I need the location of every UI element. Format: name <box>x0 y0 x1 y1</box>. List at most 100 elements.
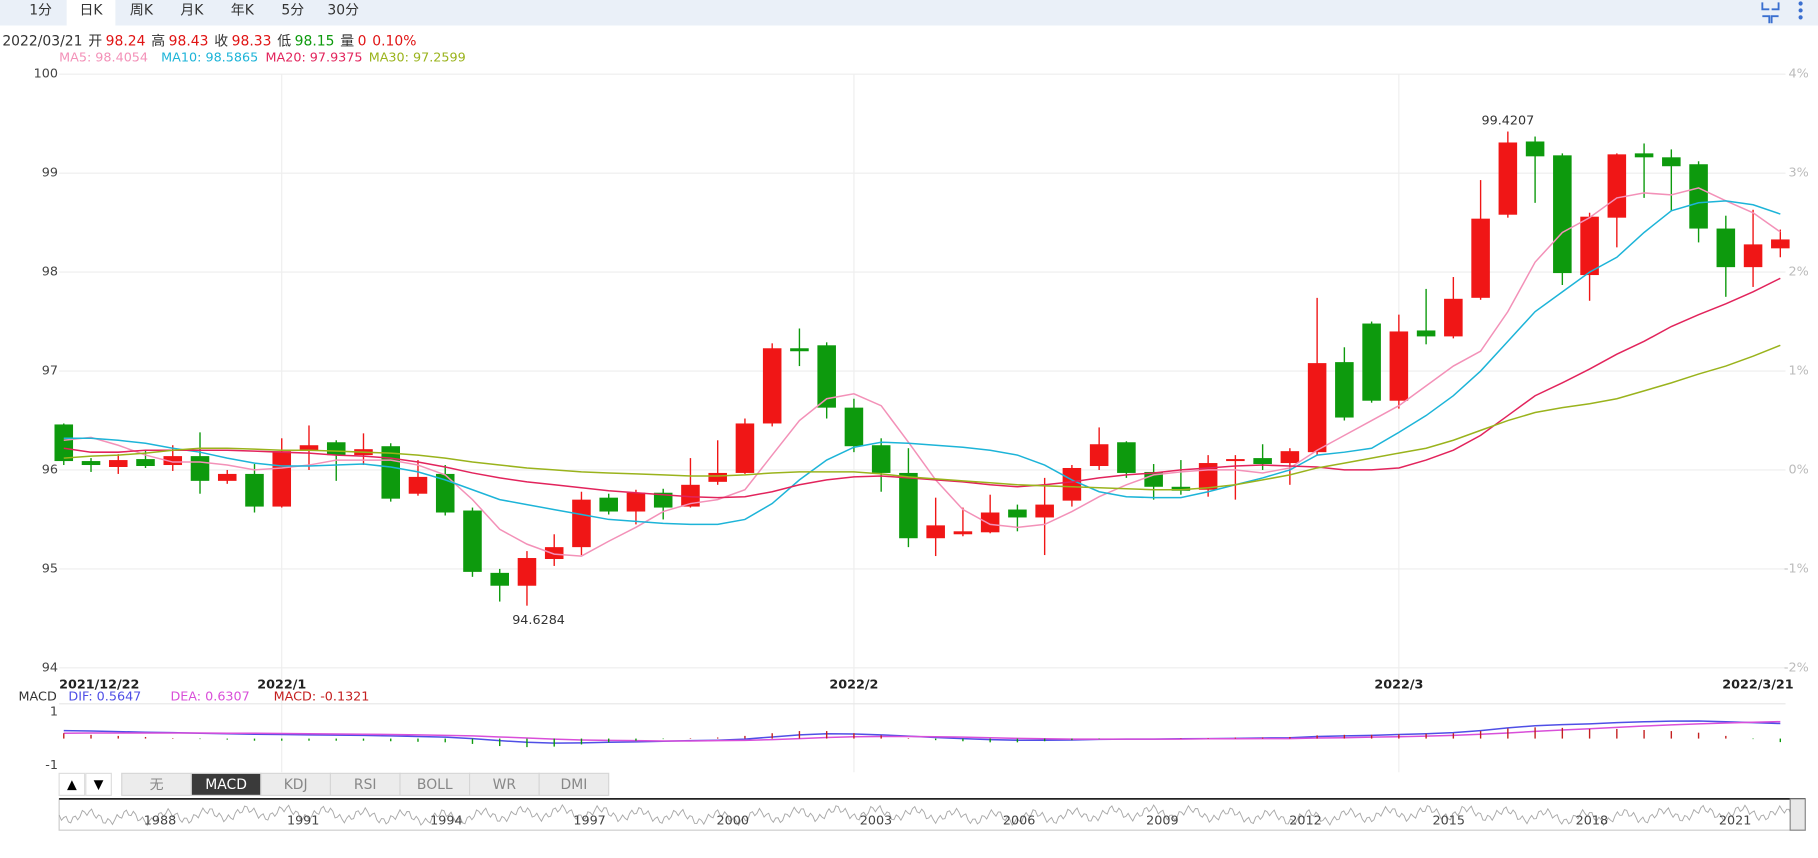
candle-body <box>1607 154 1627 218</box>
candle-body <box>435 473 455 513</box>
ma-line <box>63 187 1781 557</box>
candle-body <box>1743 244 1763 268</box>
navigator-handle[interactable] <box>1789 798 1806 831</box>
info-value: 0 <box>358 34 367 50</box>
period-tab[interactable]: 1分 <box>29 2 52 18</box>
legend-entry: DIF: 0.5647 <box>68 689 141 704</box>
x-tick-label: 2022/1 <box>257 678 306 693</box>
y-tick-label: 99 <box>42 166 58 181</box>
candle-body <box>844 407 864 447</box>
candle-body <box>871 445 891 473</box>
period-tab[interactable]: 月K <box>180 2 204 18</box>
candle-body <box>708 472 727 482</box>
candle-body <box>1416 330 1436 337</box>
y-tick-label: 95 <box>42 561 58 576</box>
candle-body <box>926 525 945 539</box>
navigator-label: 2015 <box>1432 813 1464 828</box>
candle-body <box>762 348 782 424</box>
x-tick-label: 2022/3 <box>1374 678 1423 693</box>
candle-body <box>980 512 1000 533</box>
candle-body <box>1280 451 1300 464</box>
max-label: 99.4207 <box>1481 114 1534 129</box>
period-tab[interactable]: 日K <box>80 2 104 18</box>
candle-body <box>599 497 618 512</box>
arrow-button[interactable]: ▼ <box>94 777 104 792</box>
candle-body <box>1335 362 1354 418</box>
candle-body <box>190 456 210 481</box>
candle-body <box>490 572 509 586</box>
candle-body <box>626 492 646 512</box>
arrow-button-bg <box>58 772 86 796</box>
tab-active-bg <box>66 0 116 26</box>
indicator-tab[interactable]: KDJ <box>284 777 308 793</box>
y-tick-label: 98 <box>42 265 58 280</box>
period-tab[interactable]: 年K <box>231 2 255 18</box>
navigator-label: 2000 <box>717 813 749 828</box>
candle-body <box>108 460 128 467</box>
navigator-label: 1994 <box>430 813 462 828</box>
candle-body <box>1389 331 1409 401</box>
candle-body <box>681 484 700 507</box>
period-tab[interactable]: 30分 <box>327 2 359 18</box>
candle-body <box>899 472 918 539</box>
candle-body <box>1362 323 1381 401</box>
info-line: 2022/03/21 开 98.24 高 98.43 收 98.33 低 98.15 量 0 0.10… <box>2 33 416 50</box>
candle-body <box>1253 458 1272 465</box>
x-tick-label: 2022/3/21 <box>1722 678 1793 693</box>
indicator-tab[interactable]: BOLL <box>417 777 453 793</box>
candle-body <box>790 348 809 352</box>
indicator-tab[interactable]: DMI <box>561 777 588 793</box>
y2-tick-label: 0% <box>1788 462 1808 477</box>
navigator-label: 2021 <box>1719 813 1751 828</box>
candle-body <box>463 510 482 572</box>
candle-body <box>1444 298 1463 337</box>
y-tick-label: 100 <box>34 67 58 82</box>
arrow-button-bg <box>85 772 112 796</box>
candle-body <box>54 424 74 462</box>
candle-body <box>1634 153 1654 158</box>
navigator-label: 2003 <box>860 813 892 828</box>
candle-body <box>953 531 973 535</box>
legend-entry: MACD: -0.1321 <box>274 689 370 704</box>
candle-body <box>136 459 155 467</box>
navigator-label: 1991 <box>287 813 319 828</box>
candle-body <box>1553 155 1572 274</box>
navigator-frame <box>58 798 1806 831</box>
indicator-tab[interactable]: RSI <box>354 777 377 793</box>
indicator-tab[interactable]: WR <box>493 777 517 793</box>
toolbar <box>0 0 1818 26</box>
indicator-tab[interactable]: MACD <box>205 777 247 793</box>
y-tick-label: 94 <box>42 660 58 675</box>
candle-body <box>1716 228 1736 268</box>
candle-body <box>817 345 836 408</box>
candle-body <box>1471 218 1490 298</box>
y-tick-label: 1 <box>50 704 58 719</box>
indicator-tab[interactable]: 无 <box>150 777 164 793</box>
candle-body <box>735 423 755 473</box>
fullscreen-icon[interactable] <box>1761 2 1780 24</box>
legend-entry: MA5: 98.4054 <box>59 50 148 65</box>
candle-body <box>1144 471 1163 487</box>
info-value: 98.24 <box>106 34 146 50</box>
menu-icon[interactable] <box>1798 1 1803 6</box>
period-tab[interactable]: 5分 <box>281 2 304 18</box>
x-tick-label: 2022/2 <box>829 678 878 693</box>
menu-icon <box>1798 8 1803 13</box>
navigator-label: 2012 <box>1289 813 1321 828</box>
candle-body <box>544 547 564 560</box>
info-label: 低 <box>277 34 291 50</box>
info-label: 开 <box>88 34 102 50</box>
info-value: 98.15 <box>295 34 335 50</box>
candle-body <box>245 473 264 507</box>
candle-body <box>272 451 292 507</box>
ma-line <box>63 277 1781 499</box>
arrow-button[interactable]: ▲ <box>67 777 77 792</box>
candle-body <box>1117 442 1136 473</box>
menu-icon <box>1798 15 1803 20</box>
info-date: 2022/03/21 <box>2 34 82 50</box>
candle-body <box>1498 142 1518 215</box>
navigator-line <box>58 803 1799 827</box>
info-label: 收 <box>214 34 228 50</box>
candle-body <box>163 456 183 466</box>
period-tab[interactable]: 周K <box>130 2 154 18</box>
